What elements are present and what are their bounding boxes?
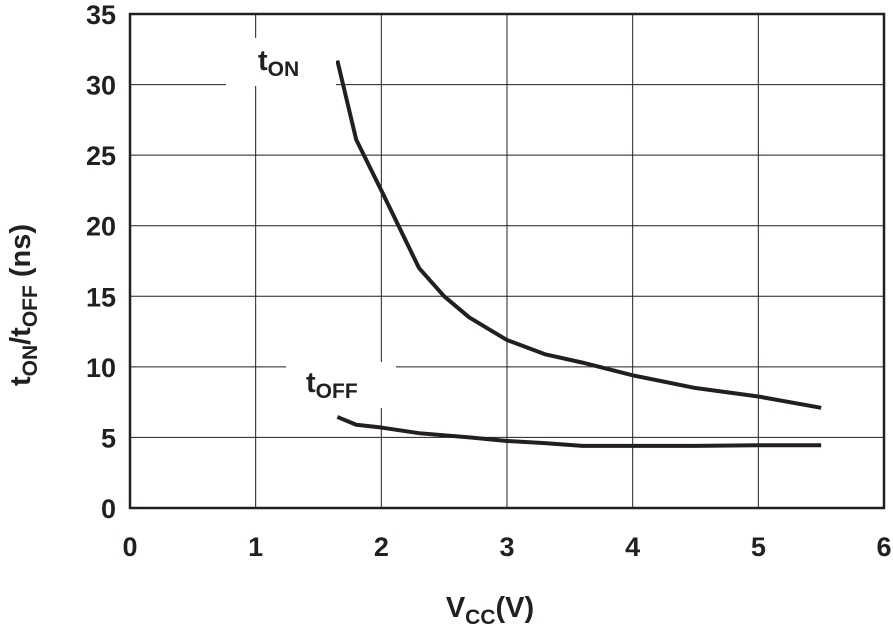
- x-tick-label: 2: [374, 532, 389, 562]
- y-tick-label: 30: [86, 71, 116, 101]
- x-tick-label: 5: [751, 532, 766, 562]
- x-tick-label: 0: [122, 532, 137, 562]
- series-label-part: t: [306, 367, 316, 399]
- series-label-part: ON: [268, 58, 300, 81]
- series-label: tOFF: [306, 367, 358, 403]
- y-axis-label-part: /t: [5, 327, 37, 345]
- x-tick-label: 3: [499, 532, 514, 562]
- x-tick-label: 4: [625, 532, 640, 562]
- x-axis-label-part: (V): [496, 592, 535, 624]
- y-axis-label-part: ON: [19, 345, 42, 377]
- y-axis-label: tON/tOFF (ns): [5, 224, 42, 386]
- y-tick-label: 35: [86, 0, 116, 30]
- x-axis-label: VCC(V): [446, 592, 534, 626]
- y-tick-label: 0: [101, 494, 116, 524]
- series-line: [336, 415, 822, 448]
- series-line: [335, 60, 822, 410]
- plot-frame: [128, 12, 886, 510]
- series-label-part: t: [258, 45, 268, 77]
- y-tick-label: 5: [101, 423, 116, 453]
- y-tick-label: 25: [86, 141, 116, 171]
- x-axis-label-part: V: [446, 592, 466, 624]
- x-tick-label: 1: [248, 532, 263, 562]
- series-label-part: OFF: [316, 380, 358, 403]
- y-axis-label-part: t: [5, 376, 37, 386]
- y-axis-label-part: OFF: [19, 285, 42, 327]
- series-label-bg: [226, 38, 336, 86]
- y-axis-label-part: (ns): [5, 224, 37, 285]
- series-label-bg: [286, 362, 396, 408]
- series-label: tON: [258, 45, 299, 81]
- x-axis-label-part: CC: [465, 606, 495, 626]
- y-tick-label: 10: [86, 353, 116, 383]
- y-tick-label: 20: [86, 212, 116, 242]
- x-tick-label: 6: [876, 532, 891, 562]
- y-tick-label: 15: [86, 282, 116, 312]
